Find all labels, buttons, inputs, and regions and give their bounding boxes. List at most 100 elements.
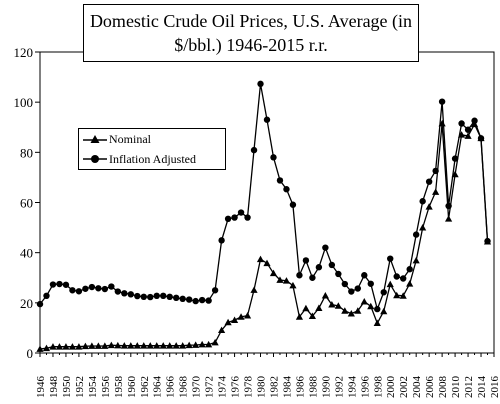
legend-label-nominal: Nominal — [109, 132, 151, 146]
x-tick-label: 1970 — [191, 376, 203, 399]
inflation-adjusted-point — [361, 272, 368, 279]
nominal-point — [218, 326, 226, 334]
inflation-adjusted-point — [374, 305, 381, 313]
nominal-point — [386, 280, 394, 288]
inflation-adjusted-point — [276, 177, 284, 184]
nominal-point — [347, 310, 355, 317]
nominal-point — [166, 342, 174, 349]
inflation-adjusted-point — [185, 296, 193, 303]
inflation-adjusted-point — [257, 80, 264, 88]
nominal-point — [341, 307, 349, 314]
inflation-adjusted-point — [315, 264, 323, 271]
nominal-point — [146, 342, 154, 349]
nominal-point — [81, 342, 89, 350]
x-tick-label: 2008 — [437, 376, 449, 399]
x-tick-label: 1998 — [372, 376, 384, 399]
y-tick-label: 20 — [20, 296, 33, 311]
nominal-point — [250, 286, 258, 293]
inflation-adjusted-line — [39, 83, 489, 312]
x-tick-label: 1954 — [87, 376, 99, 399]
plot-area-frame — [39, 51, 495, 354]
nominal-point — [127, 342, 135, 349]
x-tick-label: 1962 — [139, 376, 151, 398]
inflation-adjusted-point — [445, 202, 452, 210]
inflation-adjusted-point — [88, 283, 96, 291]
nominal-point — [464, 132, 472, 139]
x-tick-label: 2010 — [450, 376, 462, 399]
nominal-point — [68, 343, 77, 350]
nominal-point — [367, 302, 375, 310]
x-tick-label: 1976 — [230, 376, 242, 399]
inflation-adjusted-point — [458, 120, 465, 127]
inflation-adjusted-point — [380, 289, 387, 296]
y-tick-label: 80 — [20, 145, 33, 160]
inflation-adjusted-point — [322, 244, 329, 251]
inflation-adjusted-point — [108, 283, 115, 290]
nominal-point — [360, 297, 368, 305]
nominal-point — [243, 312, 252, 319]
inflation-adjusted-point — [406, 266, 413, 273]
nominal-point — [354, 307, 362, 314]
nominal-point — [432, 188, 440, 195]
x-tick-label: 1950 — [61, 376, 73, 399]
nominal-point — [192, 341, 200, 348]
x-tick-label: 1946 — [35, 376, 47, 399]
nominal-point — [412, 256, 420, 264]
nominal-point — [88, 342, 96, 349]
x-tick-label: 2004 — [411, 376, 423, 399]
nominal-point — [140, 342, 148, 349]
nominal-point — [315, 304, 323, 311]
legend-label-inflation-adjusted: Inflation Adjusted — [109, 152, 196, 166]
inflation-adjusted-point — [198, 296, 206, 304]
legend-entry-inflation-adjusted: Inflation Adjusted — [83, 152, 223, 168]
nominal-point — [211, 338, 219, 346]
inflation-adjusted-point — [82, 285, 89, 292]
inflation-adjusted-point — [484, 237, 491, 245]
nominal-point — [263, 259, 271, 267]
x-tick-label: 1986 — [294, 376, 306, 399]
y-tick-label: 40 — [20, 246, 33, 261]
inflation-adjusted-point — [114, 288, 122, 295]
x-tick-label: 1966 — [165, 376, 177, 399]
x-tick-label: 1952 — [74, 376, 86, 398]
inflation-adjusted-point — [400, 275, 407, 282]
inflation-adjusted-point — [43, 292, 50, 300]
x-tick-label: 1948 — [48, 376, 60, 399]
x-tick-label: 2000 — [385, 376, 397, 399]
inflation-adjusted-point — [95, 285, 102, 292]
x-tick-label: 1974 — [217, 376, 229, 399]
nominal-point — [399, 292, 407, 299]
nominal-point — [114, 341, 122, 349]
nominal-point — [94, 342, 102, 349]
inflation-adjusted-point — [153, 292, 160, 300]
nominal-point — [42, 344, 51, 352]
inflation-adjusted-point — [160, 292, 167, 300]
nominal-line — [39, 122, 489, 350]
inflation-adjusted-point — [75, 288, 83, 295]
nominal-point — [445, 215, 453, 222]
inflation-adjusted-point — [211, 287, 219, 294]
inflation-adjusted-point — [101, 285, 109, 293]
inflation-adjusted-point — [335, 270, 342, 278]
x-tick-label: 2002 — [398, 376, 410, 398]
inflation-adjusted-point — [205, 297, 212, 304]
legend-entry-nominal: Nominal — [83, 132, 223, 148]
inflation-adjusted-point — [309, 274, 316, 281]
nominal-point — [406, 280, 414, 287]
inflation-adjusted-point — [121, 290, 128, 297]
nominal-point — [328, 300, 336, 308]
nominal-point — [75, 343, 83, 350]
nominal-point — [282, 277, 291, 284]
x-tick-label: 1968 — [178, 376, 190, 399]
x-tick-label: 1996 — [359, 376, 371, 399]
inflation-adjusted-point — [387, 255, 394, 262]
inflation-adjusted-point — [224, 215, 232, 223]
inflation-adjusted-point — [36, 300, 44, 308]
nominal-point — [153, 342, 161, 349]
nominal-point — [224, 318, 232, 326]
x-tick-label: 1984 — [281, 376, 293, 399]
inflation-adjusted-point — [166, 293, 173, 301]
x-tick-label: 1972 — [204, 376, 216, 398]
inflation-adjusted-point — [56, 280, 63, 288]
inflation-adjusted-point — [237, 209, 245, 216]
